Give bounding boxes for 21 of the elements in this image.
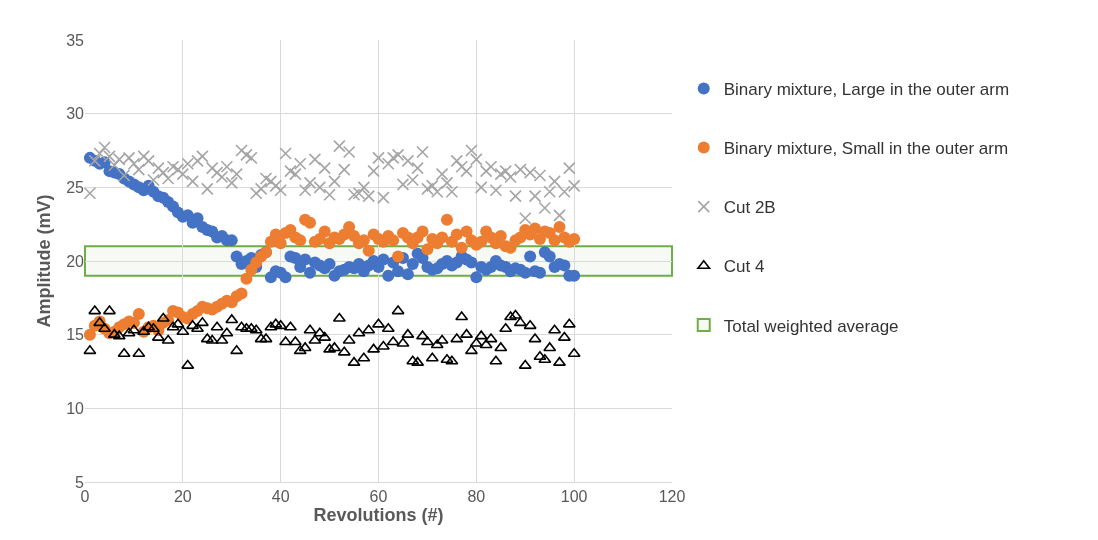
- y-tick-label: 15: [66, 326, 85, 344]
- x-tick-label: 100: [560, 488, 588, 506]
- x-axis-title: Revolutions (#): [313, 505, 444, 526]
- legend-label: Cut 2B: [723, 198, 776, 218]
- y-tick-label: 20: [66, 252, 85, 270]
- x-tick-label: 40: [271, 488, 290, 506]
- y-tick-label: 25: [66, 178, 85, 196]
- legend-label: Binary mixture, Small in the outer arm: [723, 139, 1009, 159]
- y-tick-label: 30: [66, 105, 85, 123]
- x-tick-label: 20: [173, 488, 192, 506]
- y-tick-label: 10: [66, 399, 85, 417]
- y-tick-label: 5: [75, 473, 85, 491]
- y-tick-label: 35: [66, 31, 85, 49]
- legend-label: Total weighted average: [723, 316, 899, 336]
- x-tick-label: 80: [467, 488, 486, 506]
- x-tick-label: 60: [369, 488, 388, 506]
- y-axis-title: Amplitude (mV): [34, 194, 55, 328]
- legend-label: Binary mixture, Large in the outer arm: [723, 80, 1010, 100]
- x-tick-label: 120: [658, 488, 686, 506]
- legend-label: Cut 4: [723, 257, 765, 277]
- x-tick-label: 0: [80, 488, 90, 506]
